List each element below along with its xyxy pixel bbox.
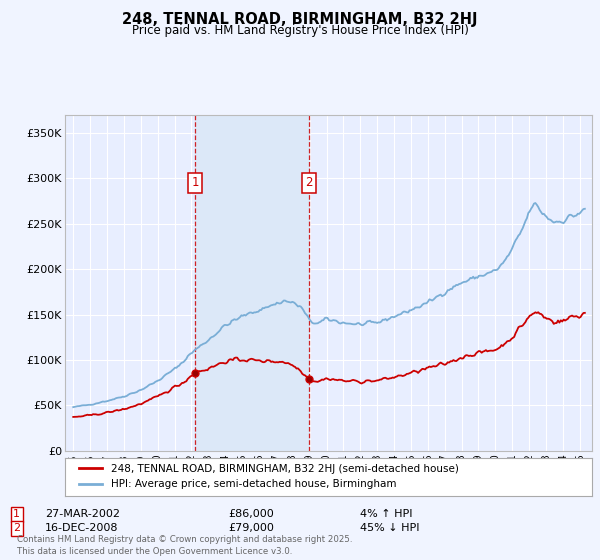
Legend: 248, TENNAL ROAD, BIRMINGHAM, B32 2HJ (semi-detached house), HPI: Average price,: 248, TENNAL ROAD, BIRMINGHAM, B32 2HJ (s… — [75, 460, 463, 493]
Text: 2: 2 — [13, 523, 20, 533]
Text: £86,000: £86,000 — [228, 509, 274, 519]
Text: Price paid vs. HM Land Registry's House Price Index (HPI): Price paid vs. HM Land Registry's House … — [131, 24, 469, 36]
Text: 45% ↓ HPI: 45% ↓ HPI — [360, 523, 419, 533]
Text: 4% ↑ HPI: 4% ↑ HPI — [360, 509, 413, 519]
Text: 1: 1 — [191, 176, 199, 189]
Text: 2: 2 — [305, 176, 313, 189]
Text: 16-DEC-2008: 16-DEC-2008 — [45, 523, 119, 533]
Text: 248, TENNAL ROAD, BIRMINGHAM, B32 2HJ: 248, TENNAL ROAD, BIRMINGHAM, B32 2HJ — [122, 12, 478, 27]
Bar — [196, 115, 309, 451]
Text: 27-MAR-2002: 27-MAR-2002 — [45, 509, 120, 519]
Text: Contains HM Land Registry data © Crown copyright and database right 2025.
This d: Contains HM Land Registry data © Crown c… — [17, 535, 352, 556]
Text: 1: 1 — [13, 509, 20, 519]
Text: £79,000: £79,000 — [228, 523, 274, 533]
